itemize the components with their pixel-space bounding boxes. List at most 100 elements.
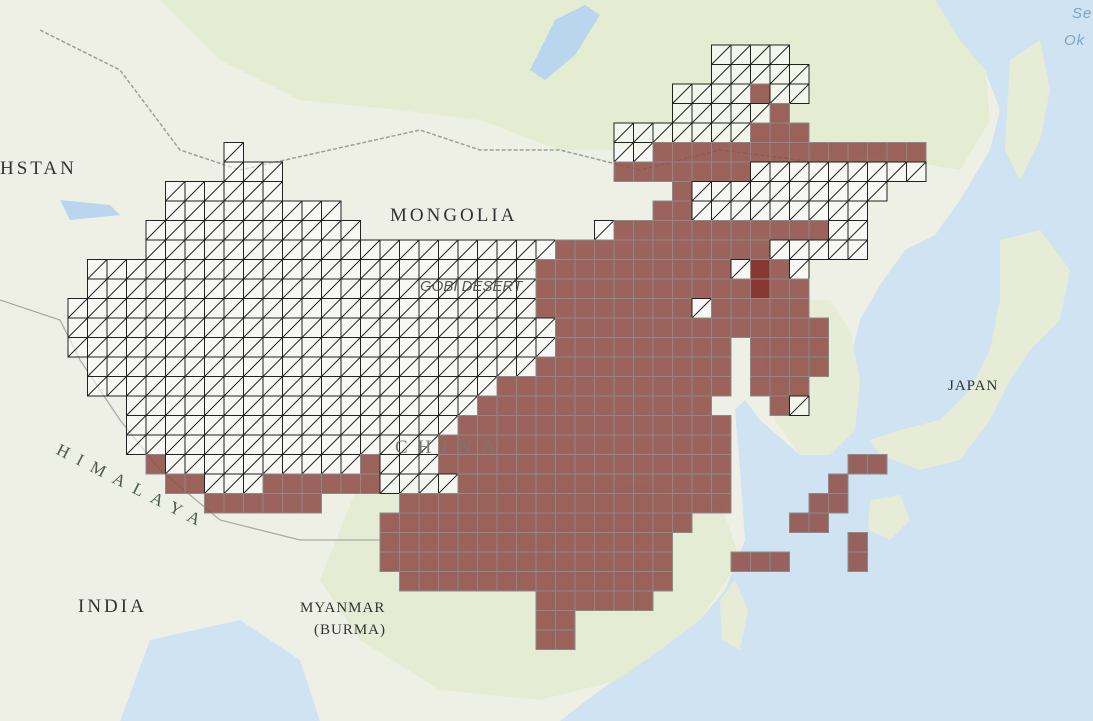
grid-cell-filled[interactable] <box>691 434 712 455</box>
grid-cell-filled[interactable] <box>672 317 693 338</box>
grid-cell-filled[interactable] <box>750 142 771 163</box>
grid-cell-filled[interactable] <box>574 454 595 475</box>
grid-cell-filled[interactable] <box>652 532 673 553</box>
grid-cell-filled[interactable] <box>594 590 615 611</box>
grid-cell-filled[interactable] <box>594 512 615 533</box>
grid-cell-filled[interactable] <box>516 454 537 475</box>
grid-cell-filled[interactable] <box>613 376 634 397</box>
grid-cell-filled[interactable] <box>672 493 693 514</box>
grid-cell-filled[interactable] <box>769 356 790 377</box>
grid-cell-filled[interactable] <box>769 317 790 338</box>
grid-cell-filled[interactable] <box>555 395 576 416</box>
grid-cell-filled[interactable] <box>672 356 693 377</box>
grid-cell-filled[interactable] <box>535 415 556 436</box>
grid-cell-filled[interactable] <box>145 454 166 475</box>
grid-cell-filled[interactable] <box>613 532 634 553</box>
grid-cell-filled[interactable] <box>691 415 712 436</box>
grid-cell-filled[interactable] <box>711 142 732 163</box>
grid-cell-filled[interactable] <box>769 259 790 280</box>
grid-cell-filled[interactable] <box>750 356 771 377</box>
grid-cell-filled[interactable] <box>516 434 537 455</box>
grid-cell-filled[interactable] <box>613 161 634 182</box>
grid-cell-filled[interactable] <box>282 473 303 494</box>
grid-cell-filled[interactable] <box>594 298 615 319</box>
grid-cell-filled[interactable] <box>652 142 673 163</box>
grid-cell-filled[interactable] <box>555 356 576 377</box>
grid-cell-filled[interactable] <box>535 590 556 611</box>
grid-cell-filled[interactable] <box>867 454 888 475</box>
grid-cell-filled[interactable] <box>691 356 712 377</box>
grid-cell-filled[interactable] <box>789 298 810 319</box>
grid-cell-filled[interactable] <box>379 512 400 533</box>
grid-cell-filled[interactable] <box>496 493 517 514</box>
grid-cell-filled[interactable] <box>769 122 790 143</box>
grid-cell-filled[interactable] <box>594 337 615 358</box>
grid-cell-filled[interactable] <box>535 259 556 280</box>
grid-cell-filled[interactable] <box>847 551 868 572</box>
grid-cell-filled[interactable] <box>477 512 498 533</box>
grid-cell-highlight[interactable] <box>750 259 771 280</box>
grid-cell-filled[interactable] <box>652 415 673 436</box>
grid-cell-filled[interactable] <box>477 532 498 553</box>
grid-cell-filled[interactable] <box>711 493 732 514</box>
grid-cell-filled[interactable] <box>477 473 498 494</box>
grid-cell-filled[interactable] <box>633 298 654 319</box>
grid-cell-filled[interactable] <box>652 571 673 592</box>
grid-cell-filled[interactable] <box>750 122 771 143</box>
grid-cell-filled[interactable] <box>555 532 576 553</box>
grid-cell-filled[interactable] <box>828 473 849 494</box>
grid-cell-filled[interactable] <box>613 298 634 319</box>
grid-cell-filled[interactable] <box>496 512 517 533</box>
grid-cell-filled[interactable] <box>184 473 205 494</box>
grid-cell-filled[interactable] <box>633 278 654 299</box>
grid-cell-filled[interactable] <box>418 532 439 553</box>
grid-cell-filled[interactable] <box>535 512 556 533</box>
grid-cell-filled[interactable] <box>613 337 634 358</box>
grid-cell-filled[interactable] <box>535 434 556 455</box>
grid-cell-highlight[interactable] <box>750 278 771 299</box>
grid-cell-filled[interactable] <box>574 298 595 319</box>
grid-cell-filled[interactable] <box>711 259 732 280</box>
grid-cell-filled[interactable] <box>594 571 615 592</box>
grid-cell-filled[interactable] <box>769 278 790 299</box>
grid-cell-filled[interactable] <box>594 239 615 260</box>
grid-cell-filled[interactable] <box>516 571 537 592</box>
grid-cell-filled[interactable] <box>633 473 654 494</box>
grid-cell-filled[interactable] <box>633 434 654 455</box>
grid-cell-filled[interactable] <box>906 142 927 163</box>
grid-cell-filled[interactable] <box>555 434 576 455</box>
grid-cell-filled[interactable] <box>418 571 439 592</box>
grid-cell-filled[interactable] <box>789 142 810 163</box>
grid-cell-filled[interactable] <box>730 317 751 338</box>
grid-cell-filled[interactable] <box>457 473 478 494</box>
grid-cell-filled[interactable] <box>672 337 693 358</box>
grid-cell-filled[interactable] <box>535 571 556 592</box>
grid-cell-filled[interactable] <box>360 454 381 475</box>
grid-cell-filled[interactable] <box>730 239 751 260</box>
grid-cell-filled[interactable] <box>535 493 556 514</box>
grid-cell-filled[interactable] <box>808 512 829 533</box>
grid-cell-filled[interactable] <box>672 512 693 533</box>
grid-cell-filled[interactable] <box>457 571 478 592</box>
grid-cell-filled[interactable] <box>633 415 654 436</box>
grid-cell-filled[interactable] <box>633 493 654 514</box>
grid-cell-filled[interactable] <box>477 395 498 416</box>
grid-cell-filled[interactable] <box>594 415 615 436</box>
grid-cell-filled[interactable] <box>691 337 712 358</box>
grid-cell-filled[interactable] <box>633 356 654 377</box>
grid-cell-filled[interactable] <box>535 356 556 377</box>
grid-cell-filled[interactable] <box>750 337 771 358</box>
grid-cell-filled[interactable] <box>379 551 400 572</box>
grid-cell-filled[interactable] <box>808 493 829 514</box>
grid-cell-filled[interactable] <box>652 200 673 221</box>
grid-cell-filled[interactable] <box>613 590 634 611</box>
grid-cell-filled[interactable] <box>223 493 244 514</box>
grid-cell-filled[interactable] <box>711 376 732 397</box>
grid-cell-filled[interactable] <box>555 590 576 611</box>
grid-cell-filled[interactable] <box>555 493 576 514</box>
grid-cell-filled[interactable] <box>535 278 556 299</box>
grid-cell-filled[interactable] <box>438 493 459 514</box>
grid-cell-filled[interactable] <box>691 239 712 260</box>
grid-cell-filled[interactable] <box>730 298 751 319</box>
grid-cell-filled[interactable] <box>574 317 595 338</box>
